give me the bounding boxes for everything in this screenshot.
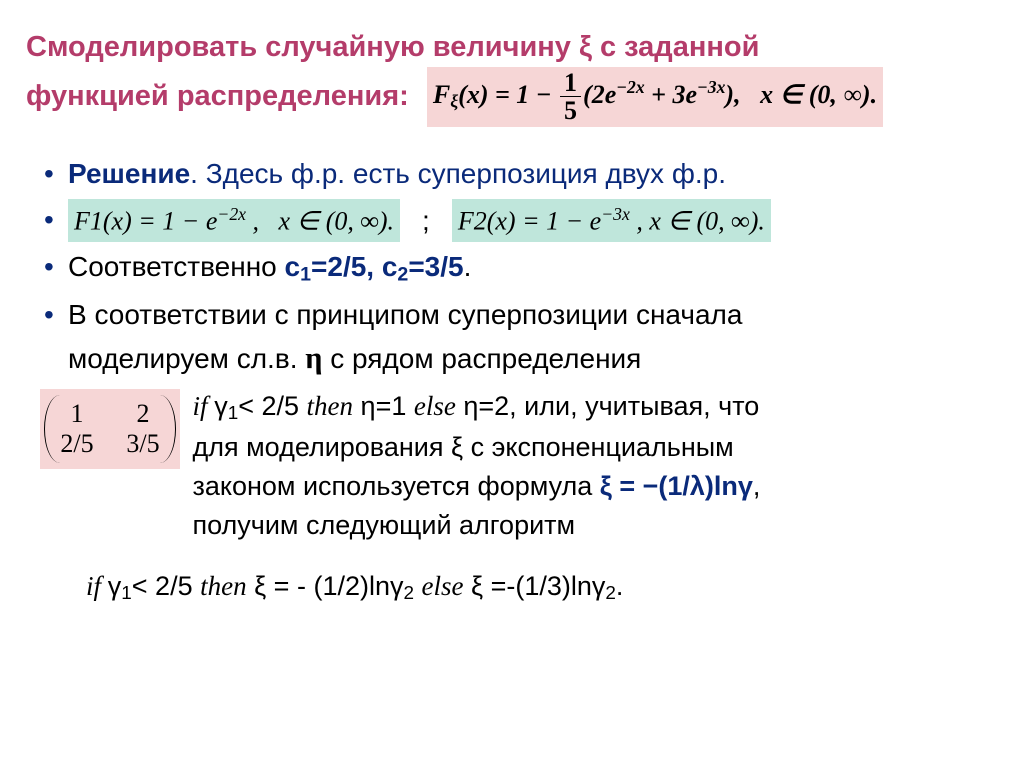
eta-symbol: η bbox=[305, 341, 322, 375]
distribution-matrix: 12 2/53/5 bbox=[40, 389, 180, 469]
bullet-1: Решение. Здесь ф.р. есть суперпозиция дв… bbox=[44, 153, 998, 195]
title-line2: функцией распределения: bbox=[26, 80, 409, 112]
problem-title: Смоделировать случайную величину ξ с зад… bbox=[26, 28, 998, 127]
xi-formula: ξ = −(1/λ)lnγ bbox=[600, 471, 753, 501]
bullet-1-text: . Здесь ф.р. есть суперпозиция двух ф.р. bbox=[190, 158, 726, 189]
bullet-3: Соответственно с1=2/5, с2=3/5. bbox=[44, 246, 998, 290]
formula-F-main: Fξ(x) = 1 − 15(2e−2x + 3e−3x), x ∈ (0, ∞… bbox=[427, 67, 883, 127]
bullet-2: F1(x) = 1 − e−2x , x ∈ (0, ∞). ; F2(x) =… bbox=[44, 199, 998, 243]
bullet-3-pre: Соответственно bbox=[68, 251, 285, 282]
algorithm-line: if γ1< 2/5 then ξ = - (1/2)lnγ2 else ξ =… bbox=[86, 571, 998, 605]
explanation-block: if γ1< 2/5 then η=1 else η=2, или, учиты… bbox=[192, 387, 952, 545]
bullet-4-line1: В соответствии с принципом суперпозиции … bbox=[68, 299, 742, 330]
bullet-4: В соответствии с принципом суперпозиции … bbox=[44, 294, 998, 381]
bullet-4-line2a: моделируем сл.в. bbox=[68, 343, 305, 374]
solution-list: Решение. Здесь ф.р. есть суперпозиция дв… bbox=[26, 153, 998, 382]
formula-F2: F2(x) = 1 − e−3x , x ∈ (0, ∞). bbox=[452, 199, 771, 243]
bullet-4-line2b: с рядом распределения bbox=[322, 343, 641, 374]
title-line1: Смоделировать случайную величину ξ с зад… bbox=[26, 31, 759, 63]
formula-F1: F1(x) = 1 − e−2x , x ∈ (0, ∞). bbox=[68, 199, 400, 243]
solution-label: Решение bbox=[68, 158, 190, 189]
